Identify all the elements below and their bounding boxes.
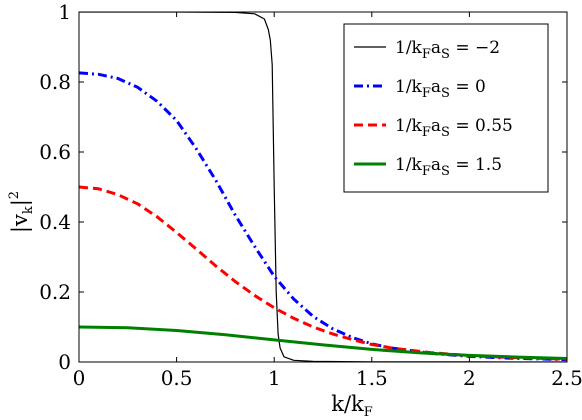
legend-label-3: 1/kFaS = 0.55 [395,116,513,140]
series-line-4 [79,325,567,360]
legend-label-4: 1/kFaS = 1.5 [395,155,502,179]
y-tick-label: 0.8 [39,70,71,94]
x-tick-label: 1.5 [356,366,388,390]
x-tick-label: 2 [463,366,476,390]
legend-label-2: 1/kFaS = 0 [395,77,486,101]
legend-label-1: 1/kFaS = −2 [395,38,500,62]
series-lines [79,12,567,362]
x-tick-label: 0.5 [161,366,193,390]
x-tick-label: 2.5 [551,366,582,390]
y-axis-label: |vk|2 [7,191,36,233]
series-line-3 [79,185,567,361]
series-line-1 [79,12,567,362]
legend: 1/kFaS = −2 1/kFaS = 0 1/kFaS = 0.55 1/kFaS… [343,23,549,193]
axis-ticks: 0 0.5 1 1.5 2 2.5 0 0.2 0.4 0.6 0.8 1 [39,0,582,390]
y-tick-label: 0.2 [39,280,71,304]
x-tick-label: 1 [268,366,281,390]
y-tick-label: 0.6 [39,140,71,164]
x-axis-label: k/kF [331,392,373,420]
y-tick-label: 1 [58,0,71,24]
plot-frame [78,11,568,363]
y-tick-label: 0.4 [39,210,71,234]
y-tick-label: 0 [58,350,71,374]
x-tick-label: 0 [73,366,86,390]
